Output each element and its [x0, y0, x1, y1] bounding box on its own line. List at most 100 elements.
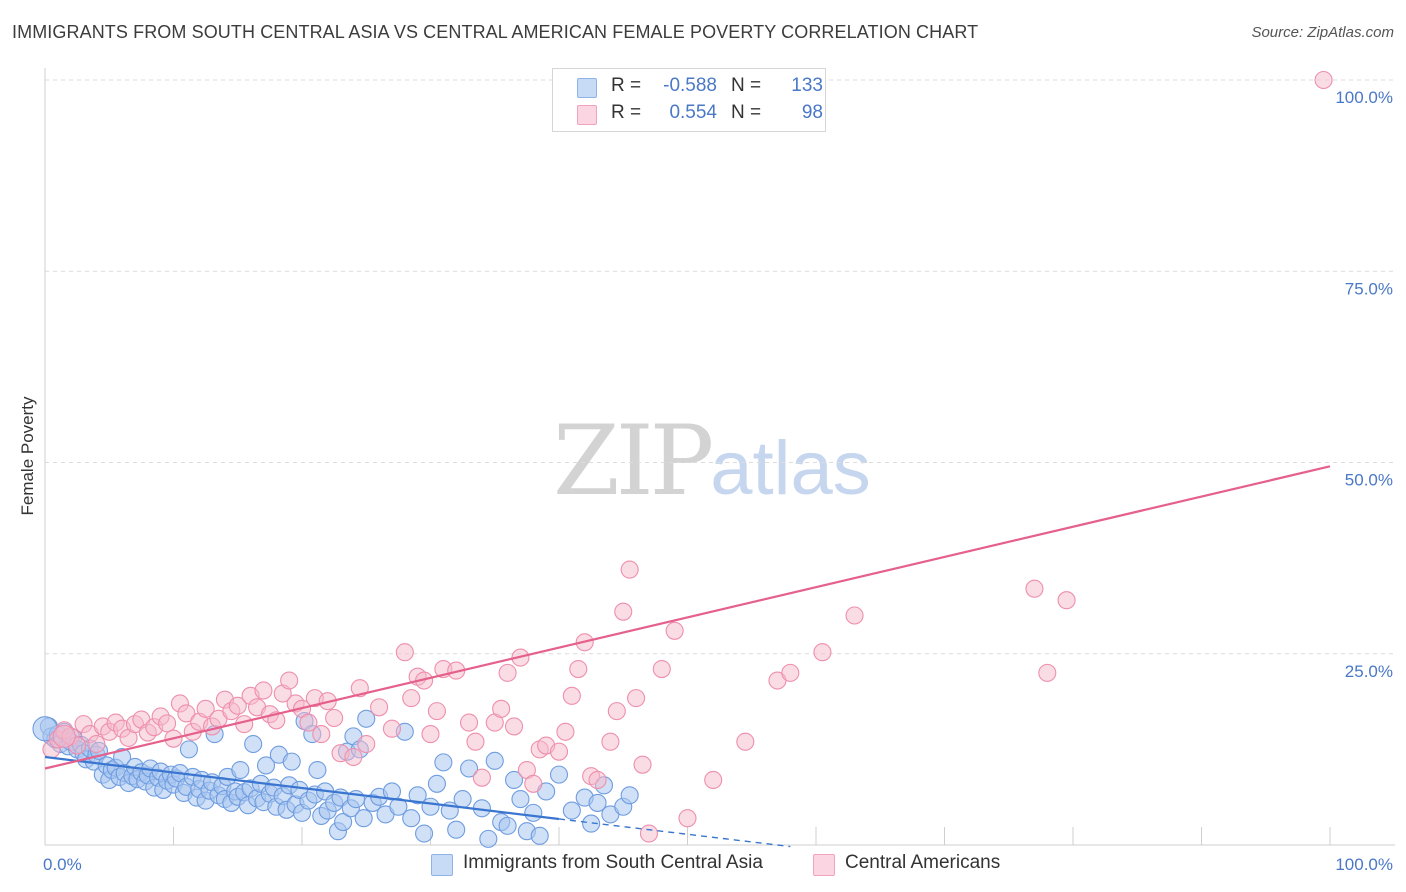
data-point-central-americans — [299, 713, 318, 732]
data-point-south-central-asia — [620, 786, 639, 805]
data-point-central-americans — [254, 681, 273, 700]
legend-n-label: N = — [731, 75, 762, 96]
data-point-south-central-asia — [504, 770, 524, 790]
data-point-central-americans — [472, 768, 491, 787]
data-point-south-central-asia — [485, 751, 504, 770]
data-point-central-americans — [357, 734, 376, 754]
trend-lines — [44, 465, 1331, 848]
data-point-central-americans — [158, 714, 177, 733]
data-point-central-americans — [562, 686, 581, 705]
trend-line-south-central-asia — [44, 755, 560, 821]
data-point-central-americans — [421, 725, 440, 744]
bottom-legend-south-central-asia: Immigrants from South Central Asia — [431, 852, 791, 876]
y-tick-label: 50.0% — [1345, 471, 1393, 490]
chart-title: IMMIGRANTS FROM SOUTH CENTRAL ASIA VS CE… — [12, 22, 979, 42]
data-point-south-central-asia — [415, 824, 434, 843]
data-point-central-americans — [736, 732, 755, 751]
legend-n-value: 133 — [791, 75, 823, 96]
data-point-central-americans — [87, 734, 106, 754]
data-point-south-central-asia — [357, 709, 376, 728]
data-point-south-central-asia — [282, 752, 301, 771]
data-point-central-americans — [498, 663, 517, 682]
data-point-central-americans — [459, 713, 479, 732]
data-point-central-americans — [382, 719, 402, 738]
correlation-legend: R = -0.588 N = 133 R = 0.554 N = 98 — [552, 68, 826, 132]
bottom-legend-label: Central Americans — [845, 852, 1001, 873]
data-point-central-americans — [665, 621, 684, 640]
data-point-central-americans — [678, 809, 697, 828]
legend-r-label: R = — [611, 75, 642, 96]
grid-lines — [45, 79, 1395, 655]
data-point-south-central-asia — [588, 793, 607, 812]
data-point-central-americans — [633, 755, 652, 774]
data-point-central-americans — [52, 724, 76, 748]
x-tick-label-end: 100.0% — [1335, 855, 1393, 874]
data-point-central-americans — [1038, 663, 1057, 682]
data-point-central-americans — [177, 704, 196, 723]
legend-n-label: N = — [731, 102, 762, 123]
data-point-south-central-asia — [459, 759, 479, 778]
data-point-central-americans — [813, 643, 832, 662]
data-point-south-central-asia — [179, 740, 198, 759]
y-tick-label: 25.0% — [1345, 662, 1393, 681]
series-central-americans-points — [42, 70, 1333, 843]
trend-line-central-americans — [44, 465, 1331, 770]
tick-labels: 25.0% 50.0% 75.0% 100.0% 0.0% 100.0% — [43, 88, 1393, 874]
data-point-south-central-asia — [308, 760, 327, 780]
data-point-central-americans — [1057, 591, 1076, 610]
data-point-central-americans — [325, 708, 344, 728]
data-point-central-americans — [549, 742, 569, 761]
data-point-central-americans — [427, 702, 446, 721]
y-tick-label: 100.0% — [1335, 88, 1393, 107]
data-point-south-central-asia — [434, 753, 453, 772]
data-point-central-americans — [845, 606, 864, 625]
bottom-legend-swatch-pink — [813, 854, 835, 876]
data-point-central-americans — [614, 602, 633, 621]
legend-n-value: 98 — [801, 102, 823, 123]
data-point-central-americans — [280, 671, 299, 690]
bottom-legend-swatch-blue — [431, 854, 453, 876]
data-point-south-central-asia — [582, 814, 601, 833]
data-point-south-central-asia — [402, 809, 421, 828]
data-point-central-americans — [228, 696, 247, 715]
data-point-central-americans — [344, 747, 363, 767]
data-point-south-central-asia — [498, 816, 517, 835]
data-point-central-americans — [402, 689, 421, 708]
y-tick-label: 75.0% — [1345, 279, 1393, 298]
data-point-south-central-asia — [530, 826, 549, 845]
trend-line-south-central-asia-extension — [558, 818, 791, 848]
data-point-south-central-asia — [453, 790, 472, 809]
data-point-central-americans — [627, 689, 646, 708]
data-point-central-americans — [620, 560, 639, 579]
data-point-south-central-asia — [244, 734, 263, 754]
legend-swatch-pink — [577, 105, 597, 125]
legend-r-value: 0.554 — [669, 102, 717, 123]
source-label: Source: ZipAtlas.com — [1251, 24, 1394, 41]
data-point-central-americans — [652, 659, 671, 679]
data-point-central-americans — [601, 732, 620, 751]
data-point-central-americans — [504, 717, 524, 736]
data-point-central-americans — [370, 698, 389, 717]
x-tick-label-start: 0.0% — [43, 855, 82, 874]
data-point-central-americans — [569, 659, 588, 679]
data-point-south-central-asia — [354, 809, 373, 828]
data-point-central-americans — [196, 699, 215, 718]
data-point-central-americans — [492, 699, 511, 718]
data-point-south-central-asia — [231, 760, 250, 780]
data-point-central-americans — [639, 824, 659, 843]
data-point-south-central-asia — [334, 812, 353, 832]
data-point-central-americans — [524, 774, 543, 793]
data-point-south-central-asia — [524, 803, 543, 822]
bottom-legend-central-americans: Central Americans — [813, 852, 1033, 876]
data-point-south-central-asia — [511, 790, 530, 809]
data-point-central-americans — [704, 770, 723, 790]
data-point-south-central-asia — [549, 765, 569, 784]
data-point-south-central-asia — [427, 774, 446, 793]
data-point-central-americans — [607, 702, 626, 721]
data-point-central-americans — [395, 643, 414, 662]
data-point-central-americans — [781, 663, 800, 682]
data-point-central-americans — [466, 732, 485, 751]
data-point-south-central-asia — [256, 756, 276, 775]
data-point-central-americans — [1314, 70, 1333, 90]
